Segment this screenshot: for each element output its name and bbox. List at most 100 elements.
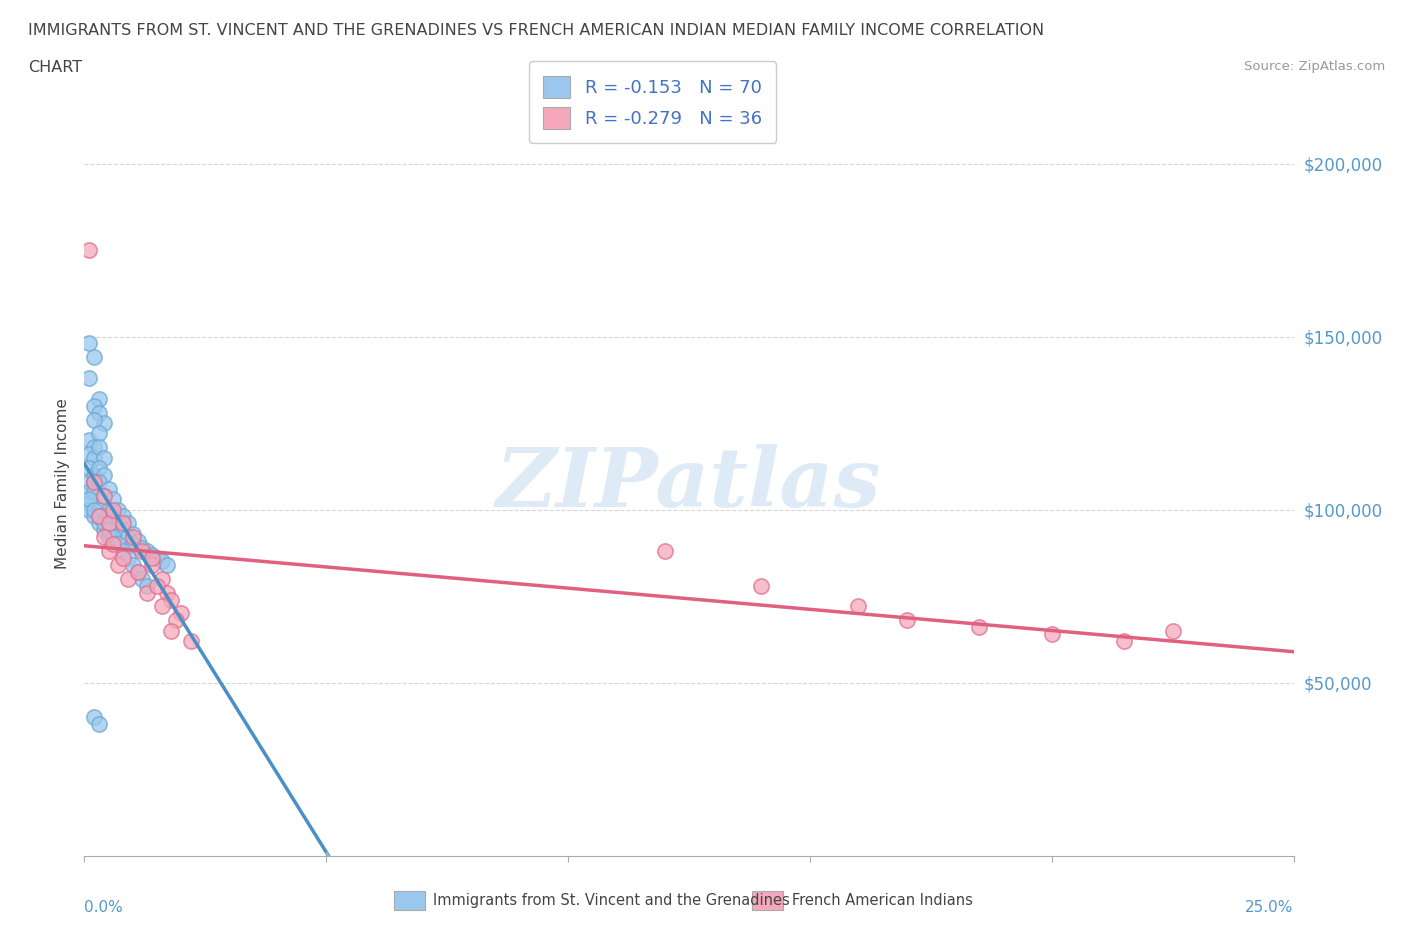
Point xyxy=(127,565,149,579)
Point xyxy=(93,509,115,524)
Point xyxy=(141,557,163,572)
Point xyxy=(131,571,153,586)
Point xyxy=(93,450,115,465)
Point xyxy=(93,523,115,538)
Point xyxy=(117,571,139,586)
Point xyxy=(107,557,129,572)
Point xyxy=(97,530,120,545)
Point xyxy=(83,710,105,724)
Point xyxy=(1161,623,1184,638)
Point xyxy=(83,468,105,483)
Point xyxy=(165,613,187,628)
Point xyxy=(103,502,125,517)
Point xyxy=(97,523,120,538)
Point xyxy=(103,509,125,524)
Point xyxy=(131,544,153,559)
Point xyxy=(112,551,135,565)
Point xyxy=(97,544,120,559)
Point xyxy=(967,619,990,634)
Point xyxy=(121,530,143,545)
Point xyxy=(77,336,100,351)
Point xyxy=(141,551,163,565)
Point xyxy=(112,509,135,524)
Point xyxy=(896,613,918,628)
Point xyxy=(83,474,105,489)
Point xyxy=(127,533,149,548)
Point xyxy=(155,585,177,600)
Point xyxy=(107,502,129,517)
Point xyxy=(97,502,120,517)
Point xyxy=(1040,627,1063,642)
Point xyxy=(77,371,100,386)
Point xyxy=(136,585,159,600)
Point xyxy=(103,537,125,551)
Point xyxy=(83,398,105,413)
Point xyxy=(93,416,115,431)
Point xyxy=(180,633,202,648)
Point xyxy=(87,405,110,420)
Point xyxy=(103,523,125,538)
Point xyxy=(97,516,120,531)
Point xyxy=(83,350,105,365)
Point xyxy=(87,440,110,455)
Point xyxy=(77,492,100,507)
Point xyxy=(87,392,110,406)
Text: IMMIGRANTS FROM ST. VINCENT AND THE GRENADINES VS FRENCH AMERICAN INDIAN MEDIAN : IMMIGRANTS FROM ST. VINCENT AND THE GREN… xyxy=(28,23,1045,38)
Point xyxy=(117,530,139,545)
Point xyxy=(77,495,100,510)
Point xyxy=(160,623,183,638)
Text: Source: ZipAtlas.com: Source: ZipAtlas.com xyxy=(1244,60,1385,73)
Point xyxy=(87,474,110,489)
Point xyxy=(83,474,105,489)
Point xyxy=(87,717,110,732)
Point xyxy=(751,578,773,593)
Point xyxy=(150,599,173,614)
Point xyxy=(93,516,115,531)
Point xyxy=(117,551,139,565)
Point xyxy=(93,530,115,545)
Y-axis label: Median Family Income: Median Family Income xyxy=(55,398,70,569)
Text: Immigrants from St. Vincent and the Grenadines: Immigrants from St. Vincent and the Gren… xyxy=(433,893,790,908)
Point xyxy=(107,537,129,551)
Point xyxy=(131,540,153,555)
Point xyxy=(87,516,110,531)
Point xyxy=(846,599,869,614)
Point xyxy=(83,412,105,427)
Point xyxy=(77,432,100,447)
Point xyxy=(112,523,135,538)
Point xyxy=(87,509,110,524)
Point xyxy=(170,606,193,621)
Point xyxy=(146,551,169,565)
Point xyxy=(87,460,110,475)
Point xyxy=(127,565,149,579)
Point xyxy=(103,530,125,545)
Point xyxy=(112,544,135,559)
Text: CHART: CHART xyxy=(28,60,82,75)
Point xyxy=(97,516,120,531)
Point xyxy=(107,516,129,531)
Point xyxy=(1114,633,1136,648)
Point xyxy=(83,474,105,489)
Point xyxy=(146,578,169,593)
Point xyxy=(97,482,120,497)
Point xyxy=(150,554,173,569)
Point xyxy=(103,492,125,507)
Point xyxy=(93,488,115,503)
Text: 25.0%: 25.0% xyxy=(1246,900,1294,915)
Text: ZIPatlas: ZIPatlas xyxy=(496,444,882,524)
Point xyxy=(136,578,159,593)
Point xyxy=(77,460,100,475)
Point xyxy=(87,502,110,517)
Point xyxy=(112,516,135,531)
Point xyxy=(77,485,100,499)
Point xyxy=(77,446,100,461)
Legend: R = -0.153   N = 70, R = -0.279   N = 36: R = -0.153 N = 70, R = -0.279 N = 36 xyxy=(529,61,776,143)
Point xyxy=(77,474,100,489)
Text: French American Indians: French American Indians xyxy=(792,893,973,908)
Point xyxy=(87,426,110,441)
Point xyxy=(654,544,676,559)
Point xyxy=(121,537,143,551)
Point xyxy=(141,547,163,562)
Point xyxy=(121,557,143,572)
Point xyxy=(93,468,115,483)
